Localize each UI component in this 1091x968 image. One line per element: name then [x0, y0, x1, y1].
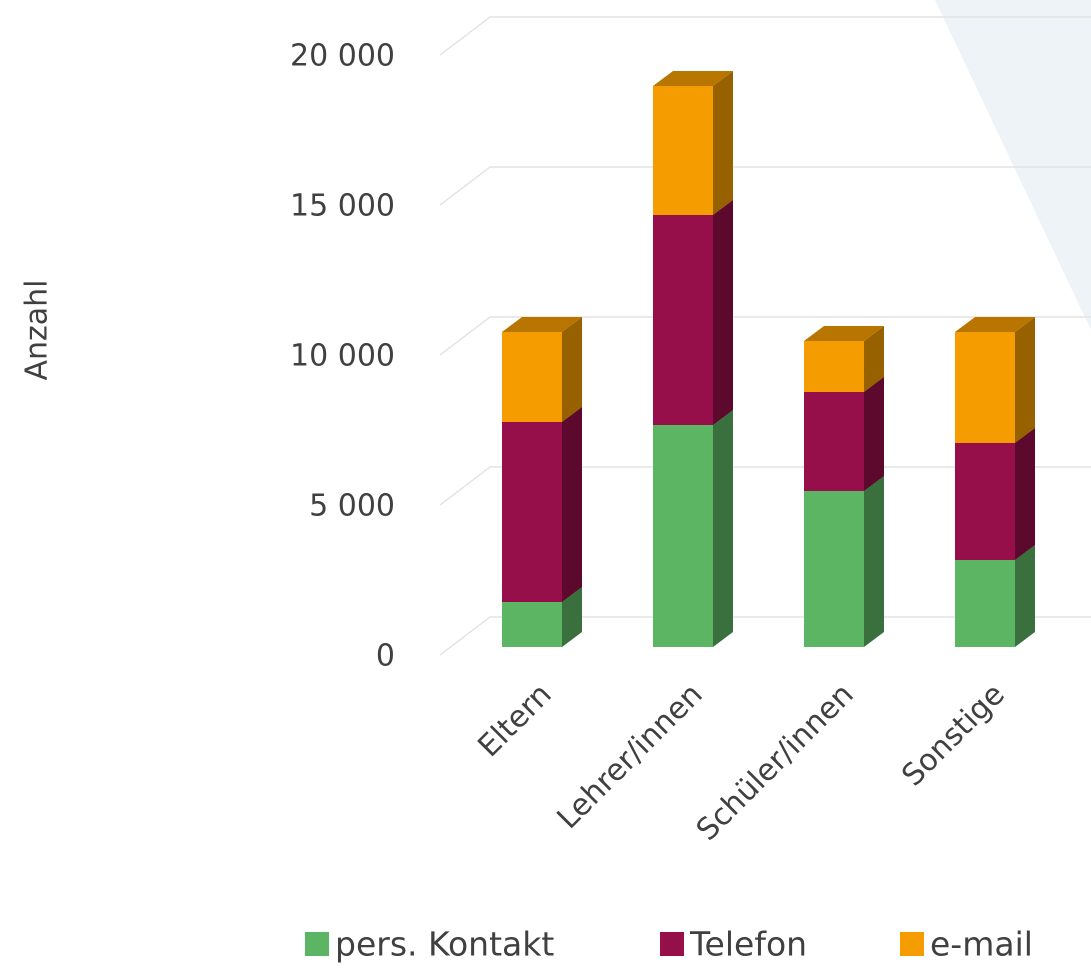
legend-label: e-mail [930, 925, 1033, 964]
bar-top [653, 71, 733, 86]
legend-swatch [660, 932, 684, 956]
x-tick-label: Sonstige [895, 677, 1011, 793]
y-tick-label: 15 000 [290, 189, 395, 224]
bar-side [713, 71, 733, 215]
bar [502, 602, 562, 647]
bar-top [804, 326, 884, 341]
legend-swatch [305, 932, 329, 956]
bar [653, 215, 713, 425]
grid-line [439, 616, 1091, 656]
bar-side [1015, 428, 1035, 560]
grid-line [439, 316, 1091, 356]
bar-side [864, 326, 884, 392]
bar [955, 332, 1015, 443]
bar [502, 422, 562, 602]
x-tick-label: Eltern [471, 677, 558, 764]
bar [653, 425, 713, 647]
bar [804, 392, 864, 491]
bar-side [713, 200, 733, 425]
bar [955, 560, 1015, 647]
legend-swatch [900, 932, 924, 956]
x-tick-label: Schüler/innen [690, 677, 861, 848]
bar-side [1015, 545, 1035, 647]
bar [653, 86, 713, 215]
bar-side [864, 476, 884, 647]
bar [804, 341, 864, 392]
y-axis-label: Anzahl [20, 279, 55, 380]
bar-side [1015, 317, 1035, 443]
grid-line [439, 166, 1091, 206]
bar-top [955, 317, 1035, 332]
bar-top [502, 317, 582, 332]
bar [502, 332, 562, 422]
bar-side [713, 410, 733, 647]
grid-line [439, 16, 1091, 56]
bar-side [562, 407, 582, 602]
grid-line [439, 466, 1091, 506]
legend-label: pers. Kontakt [335, 925, 554, 964]
y-tick-label: 5 000 [309, 489, 395, 524]
bar [804, 491, 864, 647]
legend-label: Telefon [689, 925, 807, 964]
bar [955, 443, 1015, 560]
bar-side [864, 377, 884, 491]
y-tick-label: 0 [376, 639, 395, 674]
bar-side [562, 587, 582, 647]
y-tick-label: 10 000 [290, 339, 395, 374]
background-shape [935, 0, 1091, 330]
bar-side [562, 317, 582, 422]
y-tick-label: 20 000 [290, 39, 395, 74]
x-tick-label: Lehrer/innen [551, 677, 710, 836]
